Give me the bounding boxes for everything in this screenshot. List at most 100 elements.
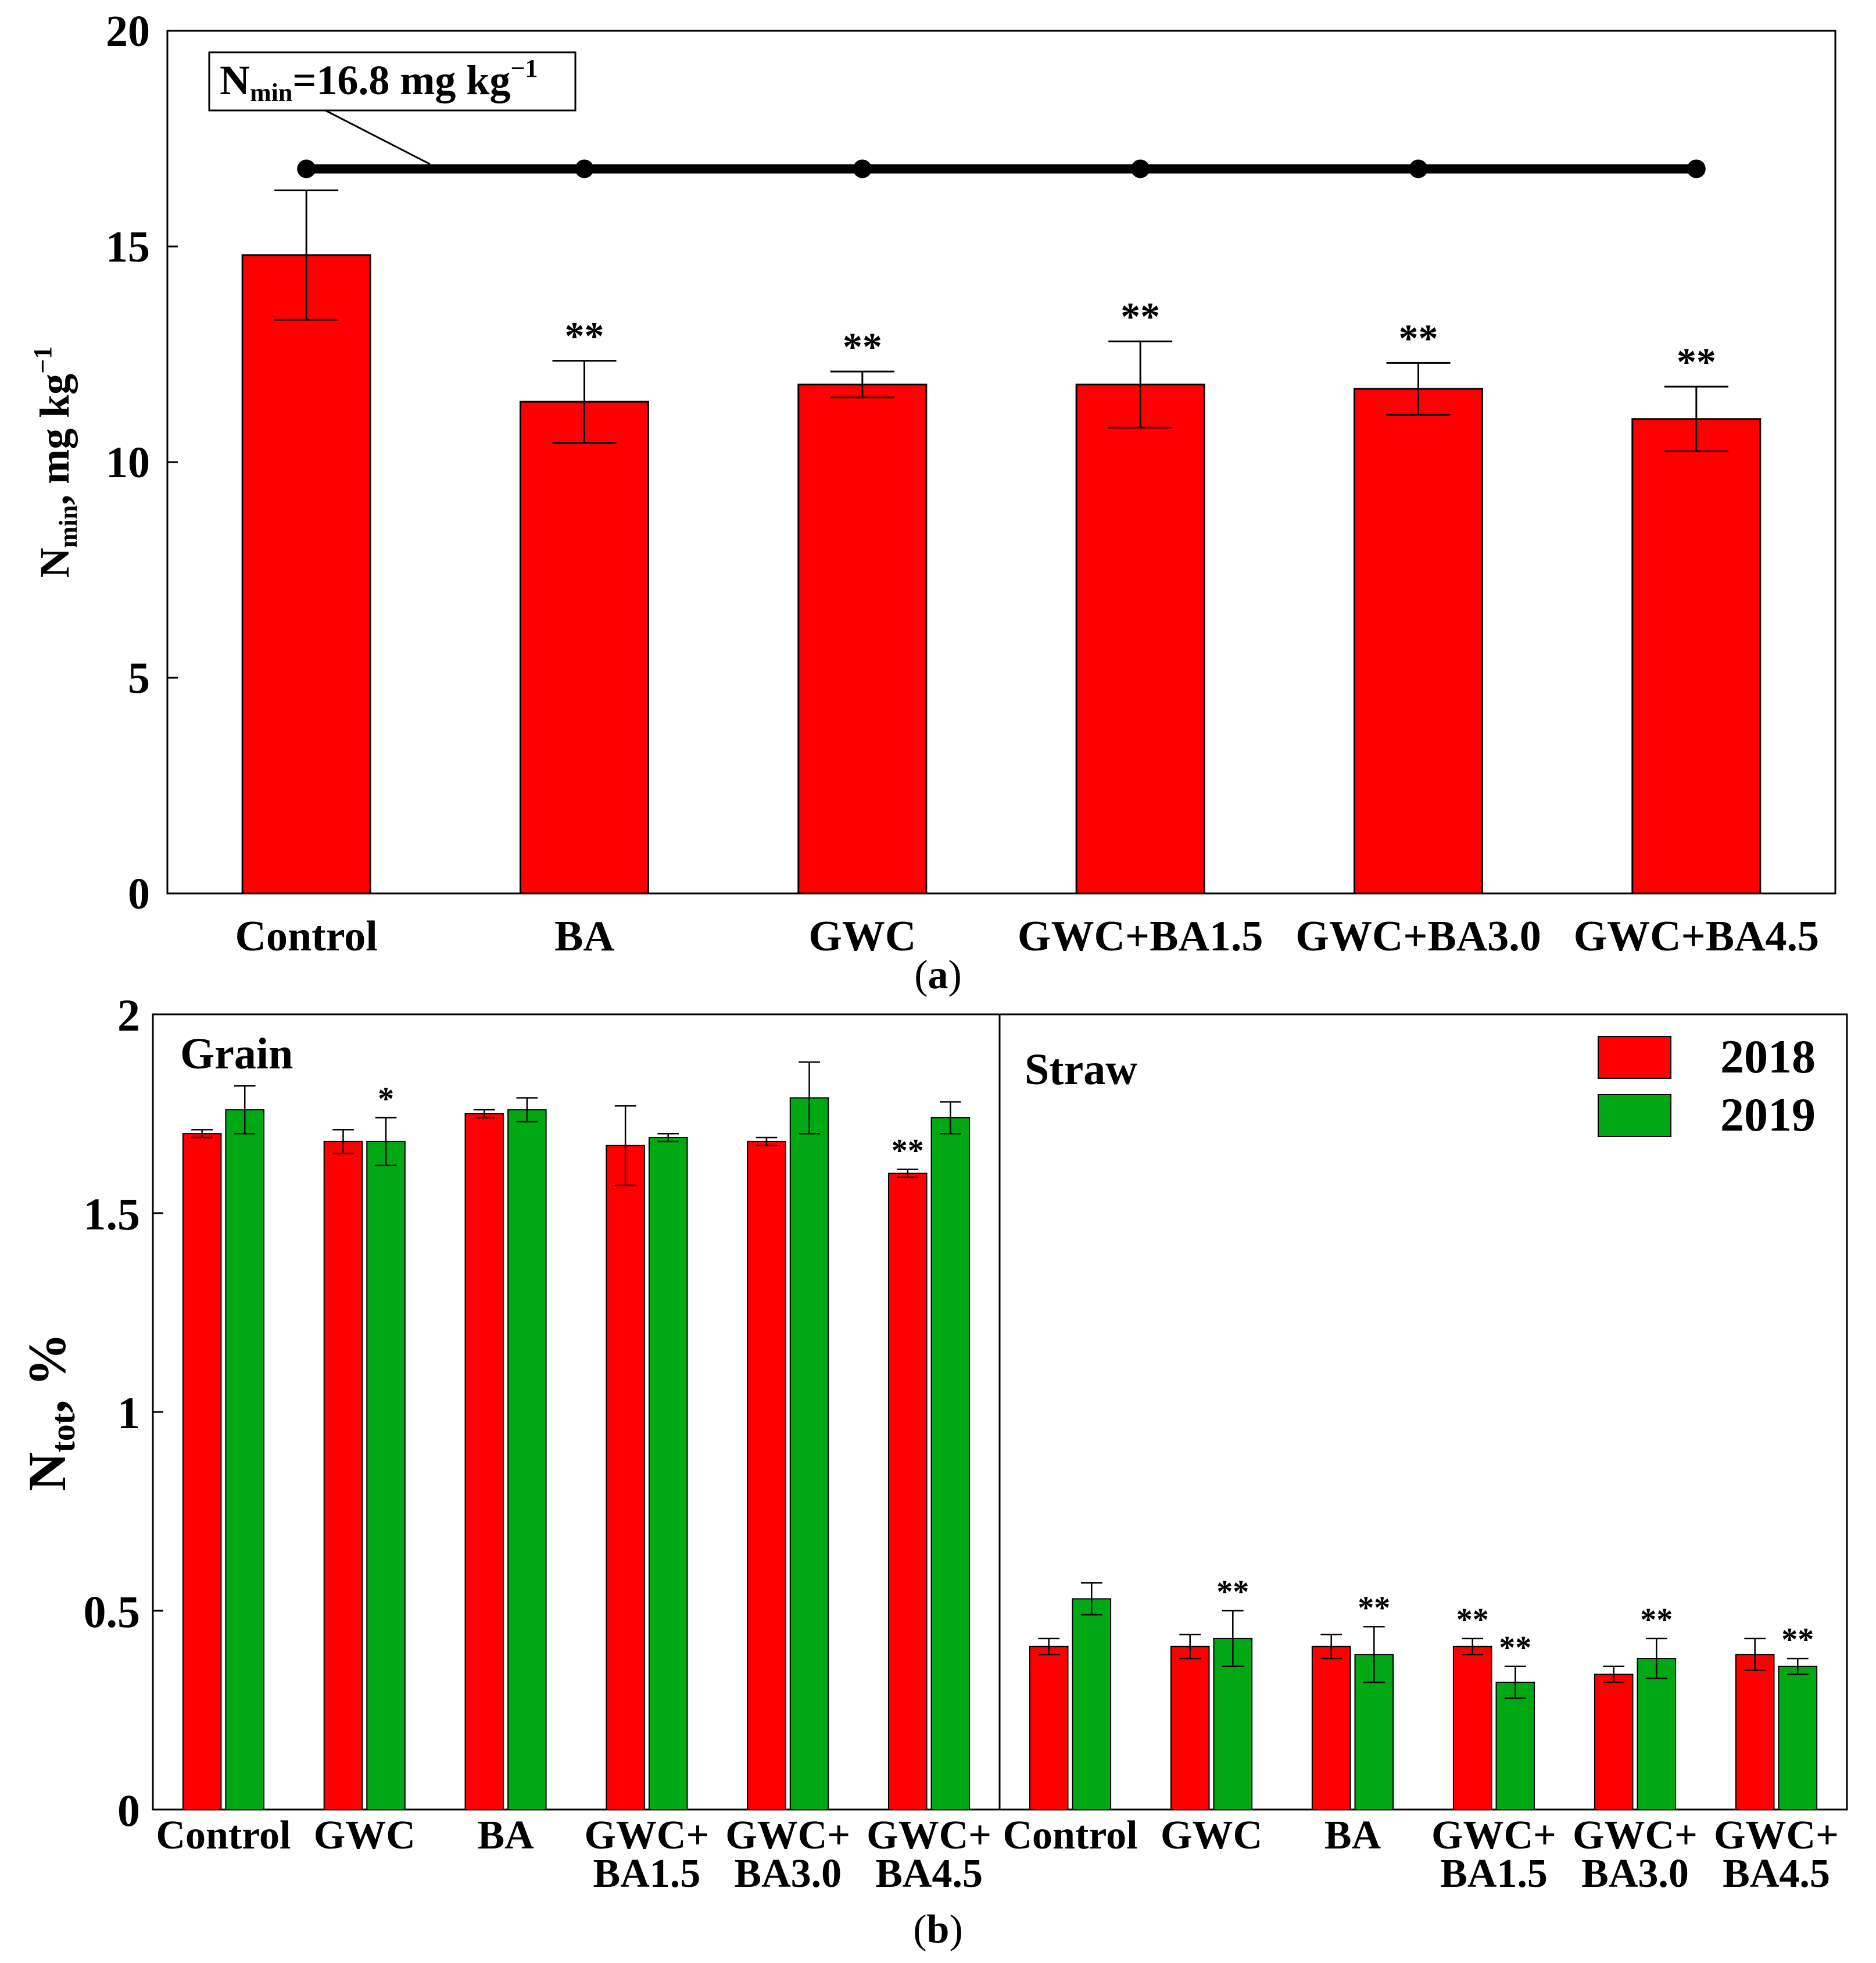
panel-a-y-tick-label: 15 <box>106 223 150 271</box>
panel-b-bar-grain-2019 <box>225 1109 264 1810</box>
panel-a-chart: 0 5 10 15 20 ** ** ** ** ** Control BA GWC GWC+BA1.… <box>28 7 1836 997</box>
panel-b-significance-marker: ** <box>1358 1590 1390 1626</box>
panel-b-error-bar <box>1080 1582 1102 1616</box>
panel-b-error-bar <box>516 1097 538 1122</box>
panel-b-group-title-grain: Grain <box>180 1029 293 1078</box>
panel-b-x-tick-label: GWC+ <box>1431 1813 1556 1858</box>
panel-b-legend-swatch-2019 <box>1598 1094 1671 1137</box>
panel-b-significance-marker: ** <box>1499 1630 1531 1666</box>
panel-b-error-bar <box>332 1129 354 1154</box>
panel-a-label: (a) <box>914 953 962 997</box>
panel-b-error-bar <box>1744 1637 1766 1671</box>
panel-b-bar-grain-2019 <box>507 1109 547 1810</box>
panel-b-error-bar <box>191 1129 213 1139</box>
panel-b-bar-grain-2018 <box>323 1140 363 1810</box>
panel-b-x-tick-label: BA4.5 <box>1723 1851 1830 1896</box>
panel-b-error-bar <box>940 1101 961 1135</box>
panel-a-reference-marker <box>853 159 872 178</box>
panel-a-reference-label-box <box>208 51 577 112</box>
panel-b-x-tick-label: GWC <box>1161 1813 1262 1858</box>
panel-a-y-title-sub: min <box>54 505 83 548</box>
panel-a-error-bar <box>1386 362 1451 416</box>
panel-a-y-tick-label: 0 <box>128 870 150 918</box>
panel-b-bar-straw-2018 <box>1311 1646 1351 1811</box>
panel-a-plot-frame <box>166 30 1836 895</box>
panel-a-y-title-sup: −1 <box>28 346 57 374</box>
panel-a-x-tick-label: GWC+BA3.0 <box>1295 913 1541 960</box>
panel-b-bar-straw-2018 <box>1452 1646 1492 1811</box>
panel-b-error-bar <box>473 1109 495 1119</box>
panel-b-significance-marker: ** <box>1456 1602 1489 1638</box>
panel-b-significance-marker: ** <box>1781 1622 1814 1658</box>
panel-a-ref-rest: =16.8 mg kg <box>292 57 510 103</box>
panel-b-x-tick-label: GWC+ <box>1714 1813 1839 1858</box>
panel-a-y-axis-title-text: Nmin, mg kg−1 <box>28 346 83 578</box>
panel-a-error-bar <box>552 360 617 444</box>
panel-b-error-bar <box>1320 1633 1342 1660</box>
panel-a-x-tick-label: GWC+BA1.5 <box>1018 913 1263 960</box>
panel-a-bars: ** ** ** ** ** <box>241 189 1762 895</box>
panel-a-x-axis: Control BA GWC GWC+BA1.5 GWC+BA3.0 GWC+BA4.5 <box>235 913 1820 960</box>
panel-b-error-bar <box>1363 1626 1385 1683</box>
panel-a-y-tick-label: 10 <box>106 438 150 487</box>
panel-b-label: (b) <box>913 1907 963 1952</box>
panel-b-significance-marker: * <box>378 1081 394 1117</box>
panel-b-bar-straw-2018 <box>1170 1646 1210 1811</box>
panel-b-significance-marker: ** <box>1216 1574 1249 1610</box>
panel-b-error-bar <box>799 1061 820 1135</box>
panel-b-error-bar <box>657 1132 679 1143</box>
panel-b-x-tick-label: BA4.5 <box>875 1851 983 1896</box>
panel-a-error-bar <box>274 189 339 321</box>
panel-b-letter: b <box>927 1907 950 1952</box>
panel-b-error-bar <box>234 1085 256 1135</box>
panel-b-bar-straw-2019 <box>1495 1682 1535 1811</box>
panel-b-bar-straw-2018 <box>1735 1654 1775 1810</box>
panel-a-bar <box>797 383 928 895</box>
panel-b-error-bar <box>1222 1610 1244 1668</box>
panel-a-x-tick-label: Control <box>235 913 378 960</box>
panel-b-legend-swatch-2018 <box>1598 1036 1671 1079</box>
panel-b-x-tick-label: BA3.0 <box>734 1851 842 1896</box>
panel-a-x-tick-label: GWC+BA4.5 <box>1574 913 1819 960</box>
panel-b-x-tick-label: GWC+ <box>867 1813 991 1858</box>
panel-b-bar-grain-2019 <box>930 1117 971 1810</box>
panel-a-y-axis-title: Nmin, mg kg−1 <box>28 346 83 578</box>
panel-b-x-tick-label: GWC <box>314 1813 416 1858</box>
panel-a-reference-leader-line <box>325 109 431 165</box>
panel-b-x-tick-label: BA <box>1324 1813 1381 1858</box>
panel-a-bar <box>1353 388 1484 895</box>
panel-a-significance-marker: ** <box>843 324 882 369</box>
panel-b-y-tick-label: 1.5 <box>84 1189 141 1239</box>
panel-b-bar-grain-2018 <box>606 1145 645 1810</box>
panel-b-bar-grain-2019 <box>366 1140 406 1810</box>
panel-a-ref-main: N <box>220 57 250 103</box>
panel-b-y-title-main: N <box>17 1453 77 1491</box>
panel-b-bar-straw-2019 <box>1637 1658 1677 1811</box>
panel-b-y-axis: 0 0.5 1 1.5 2 <box>84 990 163 1836</box>
panel-b-y-tick-label: 0 <box>117 1785 140 1836</box>
panel-a-x-tick-label: GWC <box>808 913 916 960</box>
panel-b-x-tick-label: GWC+ <box>725 1813 850 1858</box>
panel-a-ref-sub: min <box>250 78 292 107</box>
panel-a-reference-marker <box>1131 159 1150 178</box>
panel-b-x-tick-label: Control <box>1003 1813 1137 1858</box>
panel-a-y-tick-label: 20 <box>106 7 150 56</box>
panel-b-error-bar <box>1179 1633 1201 1660</box>
panel-a-y-title-unit: , mg kg <box>31 374 78 505</box>
panel-b-bar-grain-2018 <box>888 1172 928 1810</box>
panel-a-reference-marker <box>1409 159 1428 178</box>
panel-a-reference-marker <box>575 159 594 178</box>
panel-a-bar <box>519 401 650 895</box>
panel-a-y-axis: 0 5 10 15 20 <box>106 7 178 918</box>
panel-b-error-bar <box>614 1105 636 1186</box>
panel-a-error-bar <box>1664 385 1728 452</box>
panel-b-error-bar <box>756 1136 778 1146</box>
panel-a-error-bar <box>830 370 894 399</box>
panel-a-reference-marker <box>297 159 316 178</box>
panel-b-group-title-straw: Straw <box>1025 1045 1137 1094</box>
panel-b-error-bar <box>1603 1665 1625 1683</box>
panel-a-bar <box>241 254 371 895</box>
panel-a-ref-sup: −1 <box>510 54 538 83</box>
